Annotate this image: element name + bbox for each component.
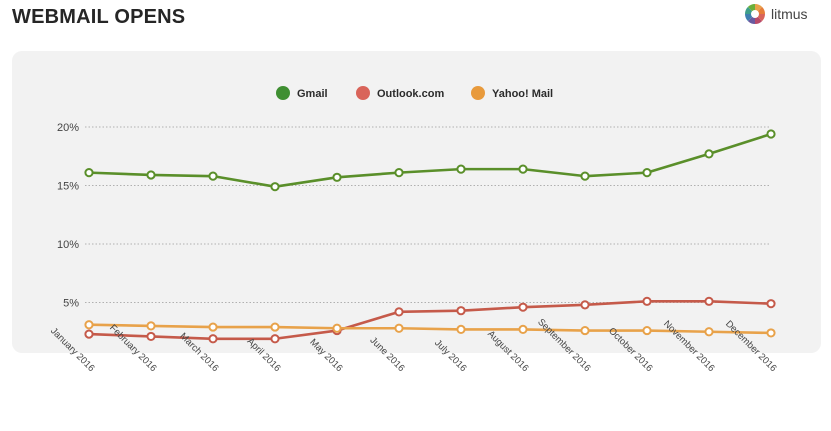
legend-label-yahoo: Yahoo! Mail: [492, 88, 553, 100]
data-point-gmail: [332, 172, 342, 182]
data-point-yahoo: [642, 325, 652, 336]
data-point-gmail: [580, 171, 590, 181]
series-line-yahoo: [87, 323, 773, 335]
data-point-yahoo: [766, 328, 776, 338]
data-point-yahoo: [270, 322, 280, 332]
grid-lines: [85, 126, 771, 303]
data-point-yahoo: [518, 324, 528, 335]
litmus-logo-icon: [745, 4, 765, 24]
series-line-gmail: [87, 132, 773, 188]
data-point-outlook: [84, 329, 94, 339]
series-lines: [87, 132, 773, 341]
x-tick-label: August 2016: [485, 329, 531, 375]
data-point-gmail: [146, 170, 156, 180]
data-point-yahoo: [580, 325, 590, 336]
legend-marker-gmail: [276, 86, 290, 100]
data-point-gmail: [704, 149, 714, 159]
y-tick-label: 10%: [57, 239, 79, 251]
y-tick-label: 20%: [57, 122, 79, 134]
data-point-outlook: [270, 334, 280, 344]
data-point-gmail: [518, 164, 528, 174]
data-point-outlook: [394, 307, 404, 317]
data-point-outlook: [518, 302, 528, 312]
data-point-gmail: [642, 168, 652, 178]
page-title: WEBMAIL OPENS: [12, 6, 186, 28]
data-point-yahoo: [84, 320, 94, 330]
data-point-yahoo: [704, 327, 714, 337]
data-point-yahoo: [332, 323, 342, 333]
data-point-outlook: [580, 300, 590, 310]
data-point-yahoo: [394, 323, 404, 333]
brand-logo: litmus: [744, 3, 808, 25]
legend: Gmail Outlook.com Yahoo! Mail: [276, 86, 553, 100]
data-point-gmail: [270, 182, 280, 192]
data-points: [84, 129, 776, 344]
brand-name: litmus: [771, 6, 808, 22]
data-point-outlook: [642, 296, 652, 306]
data-point-gmail: [766, 129, 776, 139]
data-point-outlook: [704, 296, 714, 306]
data-point-outlook: [208, 334, 218, 344]
data-point-gmail: [394, 168, 404, 178]
x-tick-label: December 2016: [723, 319, 779, 375]
data-point-gmail: [84, 168, 94, 178]
x-tick-label: July 2016: [432, 338, 469, 375]
data-point-outlook: [456, 306, 466, 316]
x-tick-label: November 2016: [661, 319, 717, 375]
x-tick-label: May 2016: [307, 337, 344, 374]
chart-panel: [12, 51, 821, 353]
y-axis-ticks: 20% 15% 10% 5%: [57, 122, 79, 310]
legend-label-outlook: Outlook.com: [377, 88, 444, 100]
data-point-yahoo: [146, 321, 156, 331]
x-tick-label: June 2016: [368, 335, 407, 374]
data-point-yahoo: [208, 322, 218, 332]
y-tick-label: 15%: [57, 181, 79, 193]
legend-marker-outlook: [356, 86, 370, 100]
data-point-gmail: [208, 171, 218, 181]
legend-marker-yahoo: [471, 86, 485, 100]
data-point-outlook: [766, 299, 776, 309]
legend-label-gmail: Gmail: [297, 88, 328, 100]
y-tick-label: 5%: [63, 298, 79, 310]
data-point-yahoo: [456, 324, 466, 335]
data-point-outlook: [146, 331, 156, 342]
data-point-gmail: [456, 164, 466, 174]
series-line-outlook: [87, 300, 773, 341]
x-tick-label: September 2016: [535, 317, 592, 374]
